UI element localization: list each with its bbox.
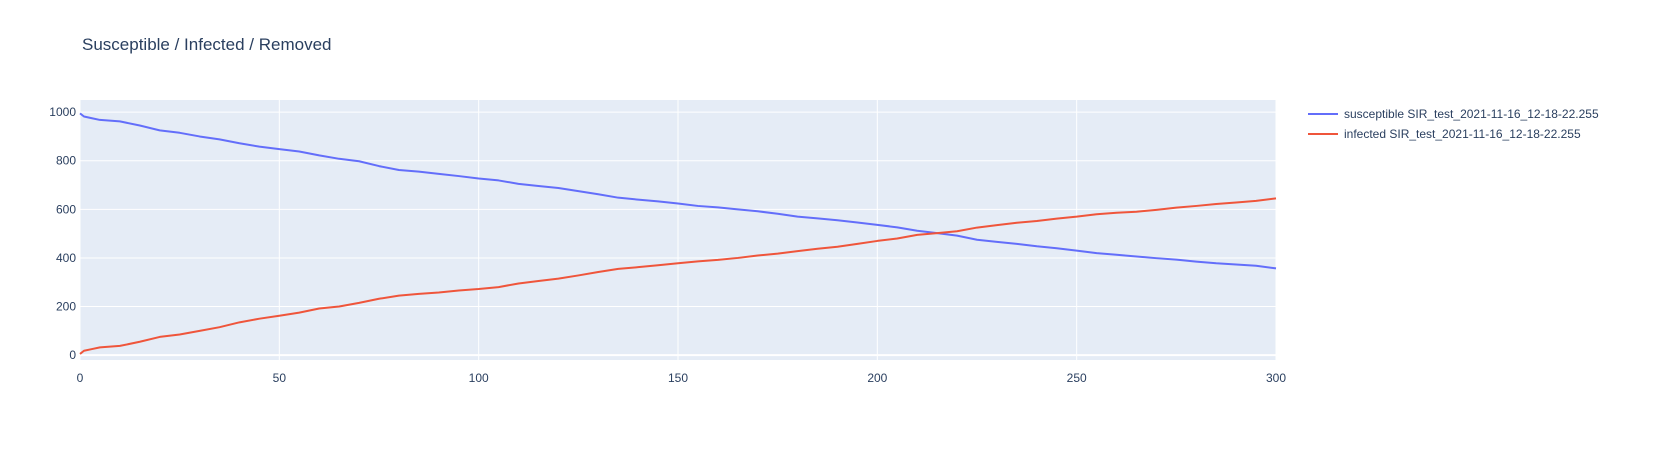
y-tick-label: 800 <box>56 154 76 168</box>
y-tick-label: 0 <box>69 348 76 362</box>
x-tick-label: 250 <box>1067 371 1087 385</box>
y-tick-label: 600 <box>56 202 76 216</box>
legend-item-susceptible[interactable]: susceptible SIR_test_2021-11-16_12-18-22… <box>1308 107 1599 121</box>
legend-item-infected[interactable]: infected SIR_test_2021-11-16_12-18-22.25… <box>1308 127 1581 141</box>
series-line-infected <box>79 197 1277 355</box>
x-tick-label: 50 <box>273 371 287 385</box>
x-tick-label: 300 <box>1266 371 1286 385</box>
chart-title: Susceptible / Infected / Removed <box>82 35 331 54</box>
x-tick-label: 100 <box>469 371 489 385</box>
x-tick-label: 200 <box>867 371 887 385</box>
y-tick-label: 1000 <box>49 105 76 119</box>
y-tick-label: 400 <box>56 251 76 265</box>
legend-label: infected SIR_test_2021-11-16_12-18-22.25… <box>1344 127 1581 141</box>
legend-label: susceptible SIR_test_2021-11-16_12-18-22… <box>1344 107 1599 121</box>
x-tick-label: 0 <box>77 371 84 385</box>
series-line-susceptible <box>79 112 1277 270</box>
x-tick-label: 150 <box>668 371 688 385</box>
y-tick-label: 200 <box>56 300 76 314</box>
